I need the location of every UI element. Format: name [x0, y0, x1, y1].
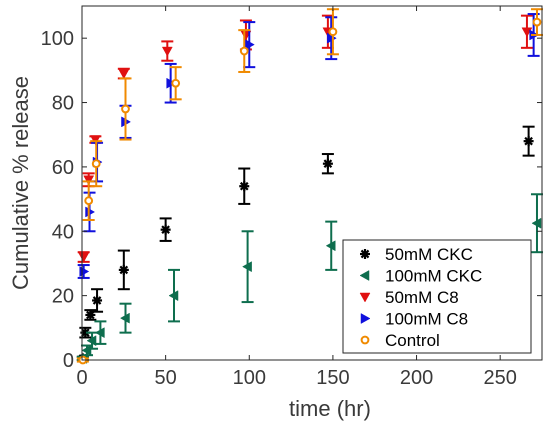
data-point [168, 268, 180, 323]
point-marker [532, 17, 542, 27]
legend-label: 100mM C8 [385, 310, 468, 329]
legend-label: 50mM C8 [385, 288, 459, 307]
point-marker-stroke [161, 225, 170, 234]
x-tick-label: 150 [316, 367, 349, 389]
point-marker [523, 136, 534, 147]
plot-content [76, 8, 543, 365]
data-point [238, 29, 251, 73]
point-marker-stroke [524, 136, 533, 146]
point-marker [160, 224, 171, 235]
x-tick-label: 0 [76, 367, 87, 389]
series-4 [76, 8, 543, 365]
y-tick-label: 80 [52, 93, 74, 115]
y-tick-label: 100 [41, 28, 74, 50]
y-tick-label: 0 [63, 350, 74, 372]
point-marker [92, 295, 103, 306]
point-marker-stroke [81, 328, 90, 337]
legend-marker [360, 249, 370, 259]
data-point [77, 251, 90, 263]
data-point [117, 249, 130, 291]
x-axis-title: time (hr) [289, 396, 371, 421]
point-marker [325, 240, 336, 252]
legend: 50mM CKC 100mM CKC 50mM C8 100mM C8 Control [342, 239, 532, 354]
legend-entry: 100mM CKC [359, 267, 482, 286]
legend-marker [359, 270, 370, 281]
point-marker [91, 159, 101, 169]
x-tick-label: 250 [483, 367, 516, 389]
legend-label: 100mM CKC [385, 267, 482, 286]
data-point [159, 217, 172, 242]
x-tick-label: 50 [155, 367, 177, 389]
data-point [169, 66, 182, 101]
point-marker [121, 104, 130, 114]
data-point [238, 167, 251, 205]
point-marker [168, 290, 179, 302]
point-marker-stroke [323, 159, 333, 169]
point-marker-stroke [239, 181, 249, 191]
data-point [325, 220, 338, 271]
data-point [119, 77, 132, 141]
data-point [530, 193, 543, 254]
data-point [241, 230, 254, 304]
series-1 [76, 193, 543, 364]
point-marker [83, 175, 95, 186]
data-point [90, 140, 103, 188]
point-marker [531, 217, 542, 229]
point-marker [84, 196, 94, 206]
point-marker [328, 27, 338, 37]
legend-marker [359, 292, 371, 303]
data-point [91, 288, 104, 313]
y-axis-title: Cumulative % release [8, 76, 33, 290]
x-tick-label: 200 [400, 367, 433, 389]
point-marker [161, 46, 173, 57]
legend-entry: 50mM C8 [359, 288, 459, 307]
legend-marker-stroke [360, 249, 370, 259]
x-tick-label: 100 [233, 367, 266, 389]
point-marker [89, 135, 101, 146]
y-tick-label: 40 [52, 221, 74, 243]
point-marker [119, 312, 130, 324]
point-marker-stroke [92, 296, 102, 305]
y-tick-label: 20 [52, 286, 74, 308]
data-point [530, 8, 543, 36]
point-marker [171, 78, 181, 88]
legend-label: Control [385, 331, 440, 350]
data-point [321, 153, 334, 175]
data-point [164, 62, 177, 104]
legend-box [342, 239, 532, 354]
point-marker [166, 77, 177, 89]
data-point [82, 180, 95, 222]
data-point [522, 125, 535, 157]
point-marker [86, 335, 97, 347]
point-marker-stroke [119, 265, 129, 275]
point-marker [322, 158, 333, 169]
legend-label: 50mM CKC [385, 245, 473, 264]
legend-marker [360, 335, 370, 345]
point-marker [239, 181, 250, 192]
data-point [161, 40, 174, 62]
point-marker [118, 69, 130, 80]
point-marker [94, 327, 105, 339]
point-marker [78, 252, 90, 263]
data-point [119, 302, 132, 334]
point-marker [245, 39, 255, 51]
point-marker [242, 261, 252, 273]
legend-marker [360, 313, 371, 324]
data-point [94, 320, 107, 345]
legend-entry: 50mM CKC [360, 245, 473, 264]
point-marker [118, 264, 129, 275]
axes: 0 50 100 150 200 250 0 20 40 60 80 100 time (hr) Cumu… [8, 5, 543, 421]
plot-frame [81, 5, 543, 361]
legend-entry: 100mM C8 [360, 310, 468, 329]
point-marker [239, 46, 249, 56]
y-tick-label: 60 [52, 157, 74, 179]
legend-entry: Control [360, 331, 440, 350]
